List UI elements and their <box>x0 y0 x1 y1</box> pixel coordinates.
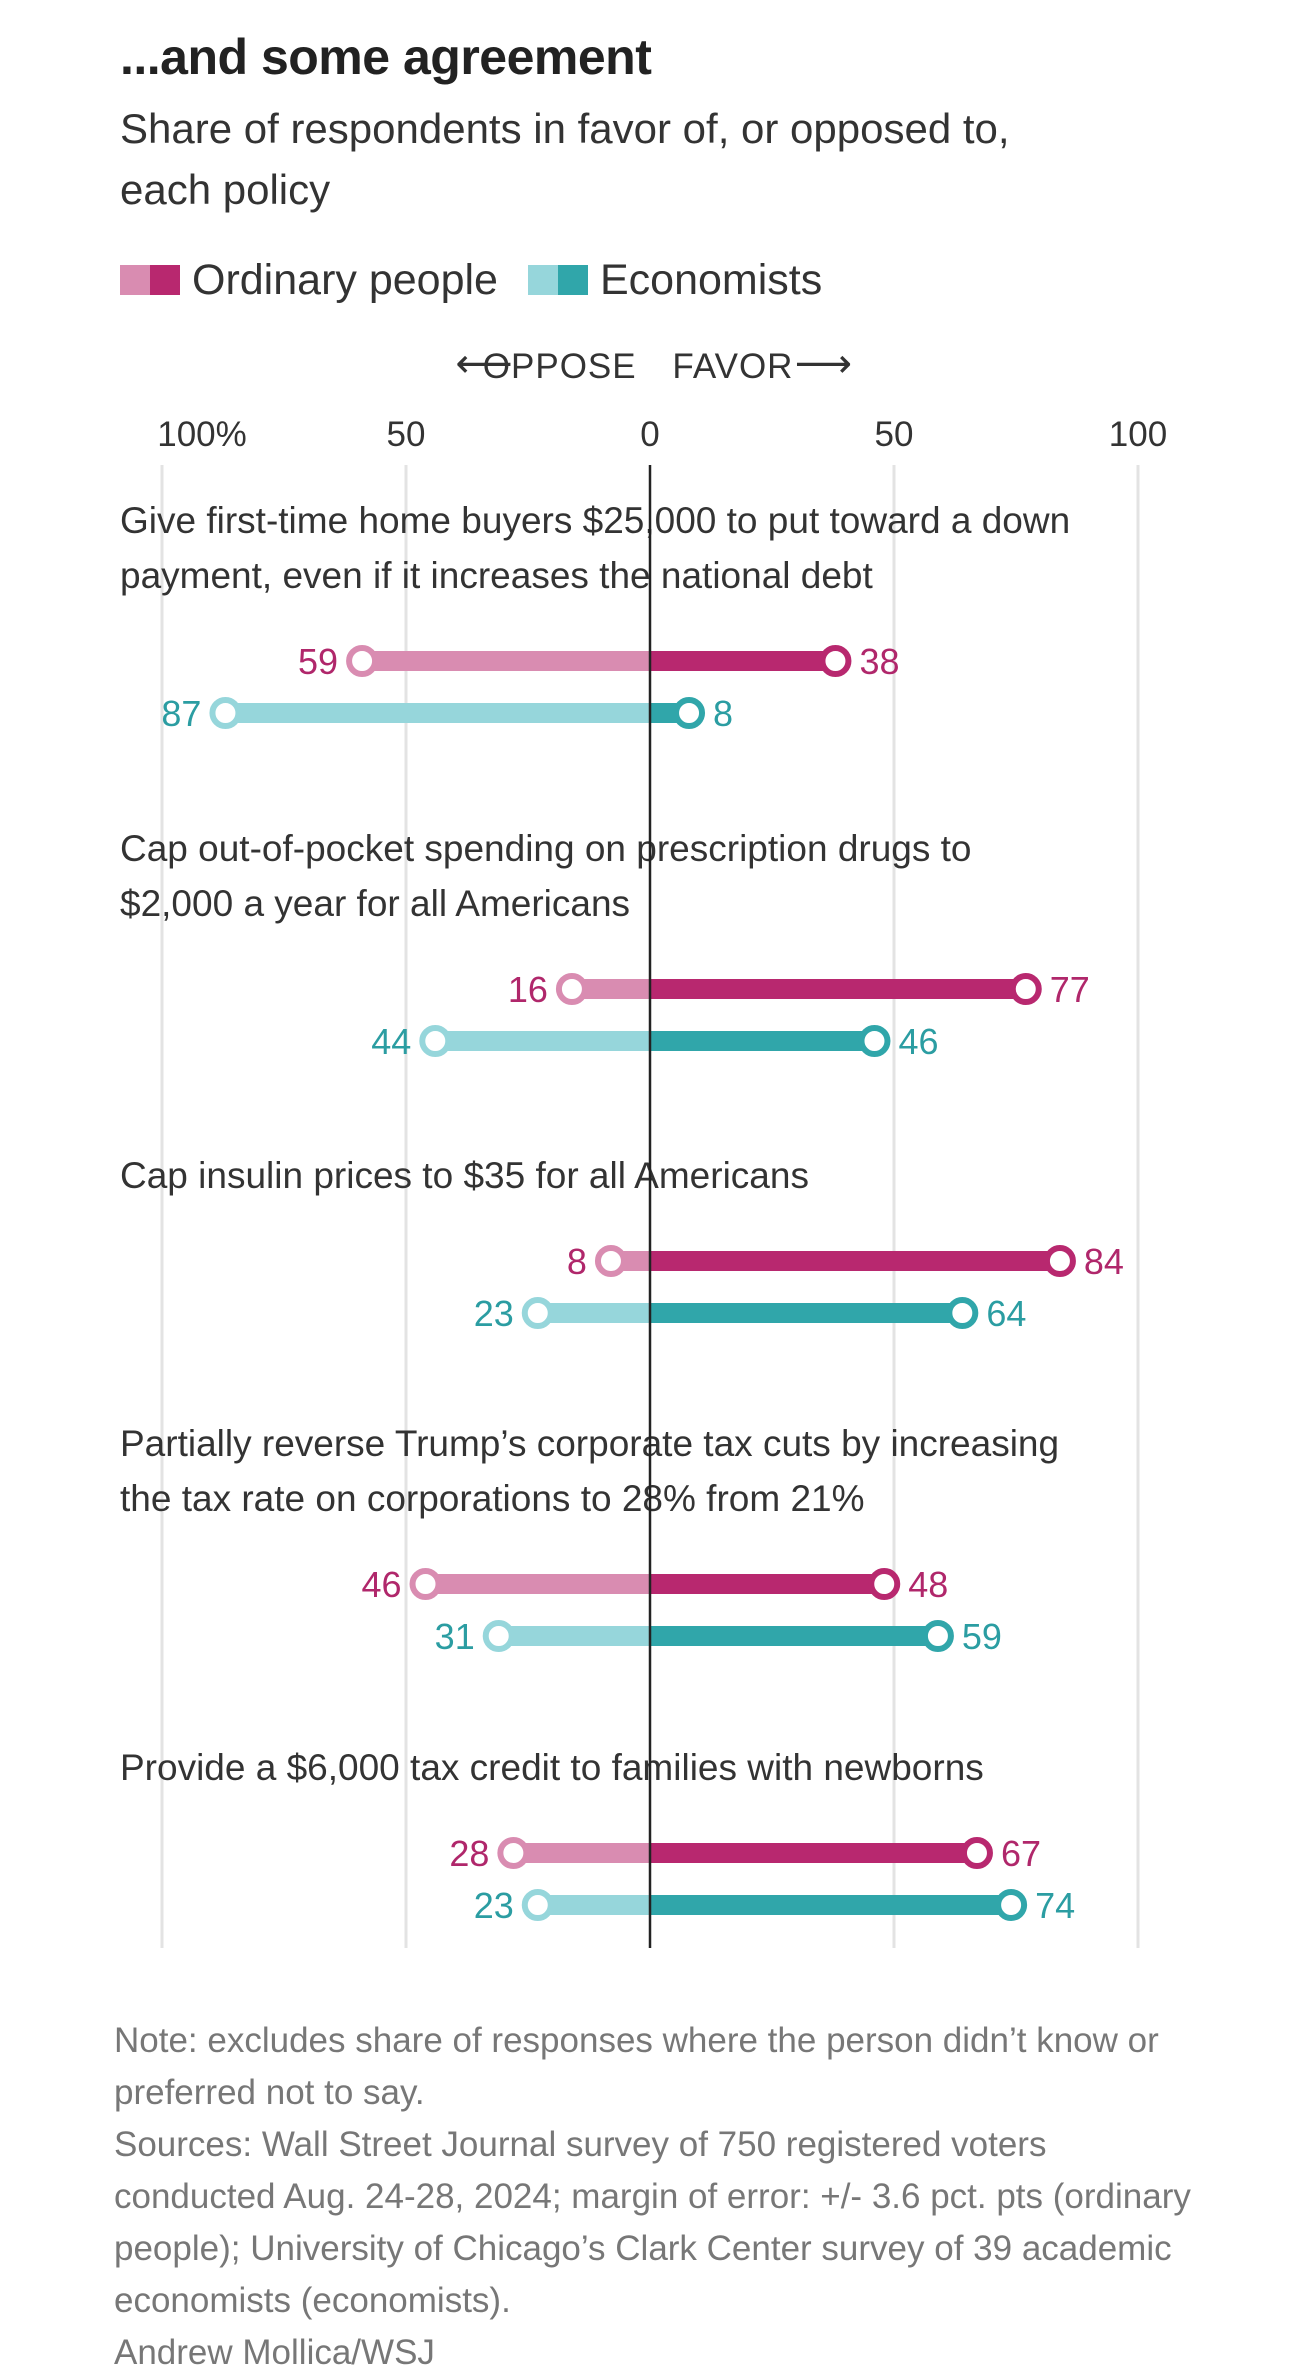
chart-title: ...and some agreement <box>120 29 652 85</box>
ordinary-favor-value: 38 <box>859 641 899 682</box>
x-tick-label: 100 <box>1109 415 1167 454</box>
question-label: payment, even if it increases the nation… <box>120 555 874 596</box>
ordinary-favor-value: 67 <box>1001 1833 1041 1874</box>
ordinary-oppose-value: 16 <box>508 969 548 1010</box>
credit-text: Andrew Mollica/WSJ <box>114 2333 435 2372</box>
ordinary-oppose-dot <box>497 1837 530 1869</box>
question-label: Cap insulin prices to $35 for all Americ… <box>120 1155 809 1196</box>
ordinary-favor-value: 84 <box>1084 1241 1124 1282</box>
ordinary-oppose-value: 28 <box>449 1833 489 1874</box>
economists-oppose-dot <box>209 697 242 729</box>
sources-text: Sources: Wall Street Journal survey of 7… <box>114 2125 1191 2320</box>
ordinary-oppose-dot <box>594 1245 627 1277</box>
legend: Ordinary people Economists <box>120 255 852 305</box>
legend-label-economists: Economists <box>599 255 823 304</box>
economists-oppose-value: 31 <box>435 1616 475 1657</box>
favor-label: FAVOR <box>672 347 793 386</box>
oppose-arrow: ⟵ <box>455 342 512 386</box>
economists-favor-value: 46 <box>898 1021 938 1062</box>
ordinary-favor-dot <box>1009 973 1042 1005</box>
economists-oppose-value: 44 <box>371 1021 411 1062</box>
ordinary-favor-value: 48 <box>908 1564 948 1605</box>
economists-oppose-value: 87 <box>161 693 201 734</box>
economists-favor-value: 8 <box>713 693 733 734</box>
economists-oppose-dot <box>419 1025 452 1057</box>
ordinary-oppose-value: 46 <box>361 1564 401 1605</box>
question-label: $2,000 a year for all Americans <box>120 883 630 924</box>
legend-swatch-econ-light <box>527 265 558 295</box>
economists-favor-value: 59 <box>962 1616 1002 1657</box>
question-label: the tax rate on corporations to 28% from… <box>120 1478 865 1519</box>
economists-favor-dot <box>673 697 706 729</box>
economists-favor-dot <box>921 1620 954 1652</box>
legend-swatch-ordinary-dark <box>150 265 180 295</box>
x-tick-label: 0 <box>640 415 659 454</box>
oppose-label: OPPOSE <box>483 347 637 386</box>
ordinary-favor-dot <box>819 645 852 677</box>
chart-notes: Note: excludes share of responses where … <box>114 2015 1194 2379</box>
ordinary-favor-dot <box>1043 1245 1076 1277</box>
question-label: Give first-time home buyers $25,000 to p… <box>120 500 1070 541</box>
question-label: Provide a $6,000 tax credit to families … <box>120 1747 984 1788</box>
economists-oppose-dot <box>521 1297 554 1329</box>
ordinary-oppose-dot <box>409 1568 442 1600</box>
question-label: Cap out-of-pocket spending on prescripti… <box>120 828 972 869</box>
economists-oppose-value: 23 <box>474 1293 514 1334</box>
economists-favor-dot <box>995 1889 1028 1921</box>
economists-oppose-dot <box>482 1620 515 1652</box>
legend-label-ordinary: Ordinary people <box>192 255 498 304</box>
legend-swatch-econ-dark <box>557 265 588 295</box>
chart-plot: 100% 50 0 50 100 ⟵OPPOSE FAVOR ⟶ Give first-time… <box>120 342 1167 1948</box>
question-label: Partially reverse Trump’s corporate tax … <box>120 1423 1059 1464</box>
x-tick-label: 100% <box>157 415 247 454</box>
ordinary-favor-dot <box>960 1837 993 1869</box>
economists-oppose-value: 23 <box>474 1885 514 1926</box>
note-text: Note: excludes share of responses where … <box>114 2021 1159 2112</box>
ordinary-oppose-value: 8 <box>567 1241 587 1282</box>
economists-favor-dot <box>946 1297 979 1329</box>
legend-swatch-ordinary-light <box>120 265 150 295</box>
ordinary-oppose-value: 59 <box>298 641 338 682</box>
chart-subtitle: Share of respondents in favor of, or opp… <box>120 105 1010 213</box>
x-tick-label: 50 <box>875 415 914 454</box>
ordinary-oppose-dot <box>346 645 379 677</box>
ordinary-favor-value: 77 <box>1050 969 1090 1010</box>
x-tick-label: 50 <box>387 415 426 454</box>
favor-arrow: ⟶ <box>795 342 852 386</box>
ordinary-oppose-dot <box>555 973 588 1005</box>
economists-oppose-dot <box>521 1889 554 1921</box>
economists-favor-dot <box>858 1025 891 1057</box>
ordinary-favor-dot <box>868 1568 901 1600</box>
economists-favor-value: 64 <box>986 1293 1026 1334</box>
economists-favor-value: 74 <box>1035 1885 1075 1926</box>
